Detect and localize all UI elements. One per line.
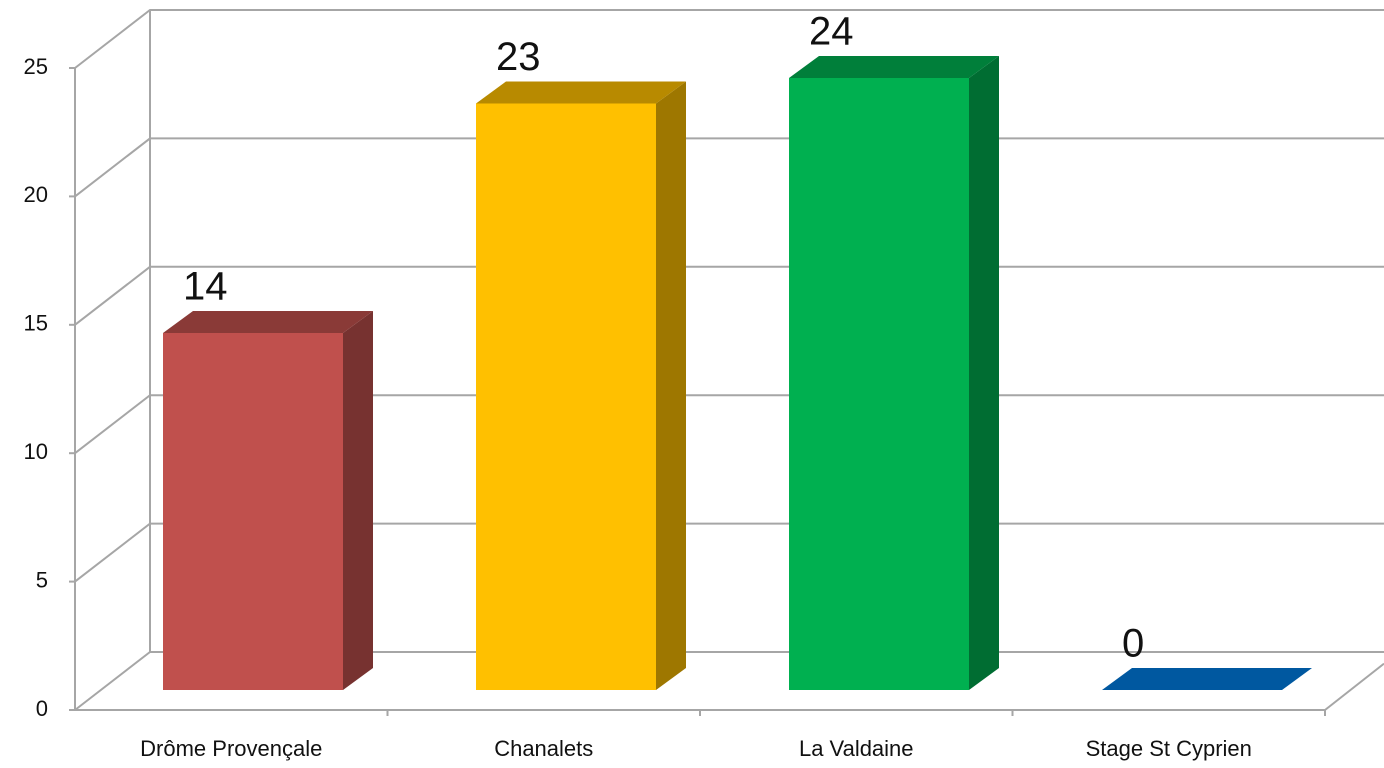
data-label: 24 bbox=[809, 10, 854, 54]
y-tick-label: 5 bbox=[36, 567, 48, 592]
x-tick-label: La Valdaine bbox=[799, 736, 914, 761]
bar-top bbox=[163, 311, 373, 333]
grid-line bbox=[74, 137, 1384, 198]
bar bbox=[476, 103, 656, 690]
grid-line bbox=[74, 9, 1384, 69]
bar-top bbox=[1102, 668, 1312, 690]
bars: Drôme Provençale 14 Chanalets 23 La Valdaine… bbox=[140, 10, 1312, 761]
y-tick-label: 25 bbox=[24, 54, 48, 79]
bar-top bbox=[789, 56, 999, 78]
bar-side bbox=[343, 311, 373, 690]
bar-side bbox=[656, 81, 686, 690]
data-label: 23 bbox=[496, 35, 541, 79]
bar bbox=[163, 333, 343, 690]
y-tick-label: 0 bbox=[36, 696, 48, 721]
y-tick-label: 15 bbox=[24, 311, 48, 336]
y-tick-label: 10 bbox=[24, 439, 48, 464]
x-tick-label: Chanalets bbox=[494, 736, 593, 761]
data-label: 0 bbox=[1122, 622, 1144, 666]
x-tick-label: Stage St Cyprien bbox=[1086, 736, 1252, 761]
y-tick-label: 20 bbox=[24, 182, 48, 207]
floor-right bbox=[1324, 662, 1384, 711]
bar-side bbox=[969, 56, 999, 690]
bar bbox=[789, 78, 969, 690]
x-tick-label: Drôme Provençale bbox=[140, 736, 322, 761]
data-label: 14 bbox=[183, 265, 228, 309]
bar-top bbox=[476, 81, 686, 104]
